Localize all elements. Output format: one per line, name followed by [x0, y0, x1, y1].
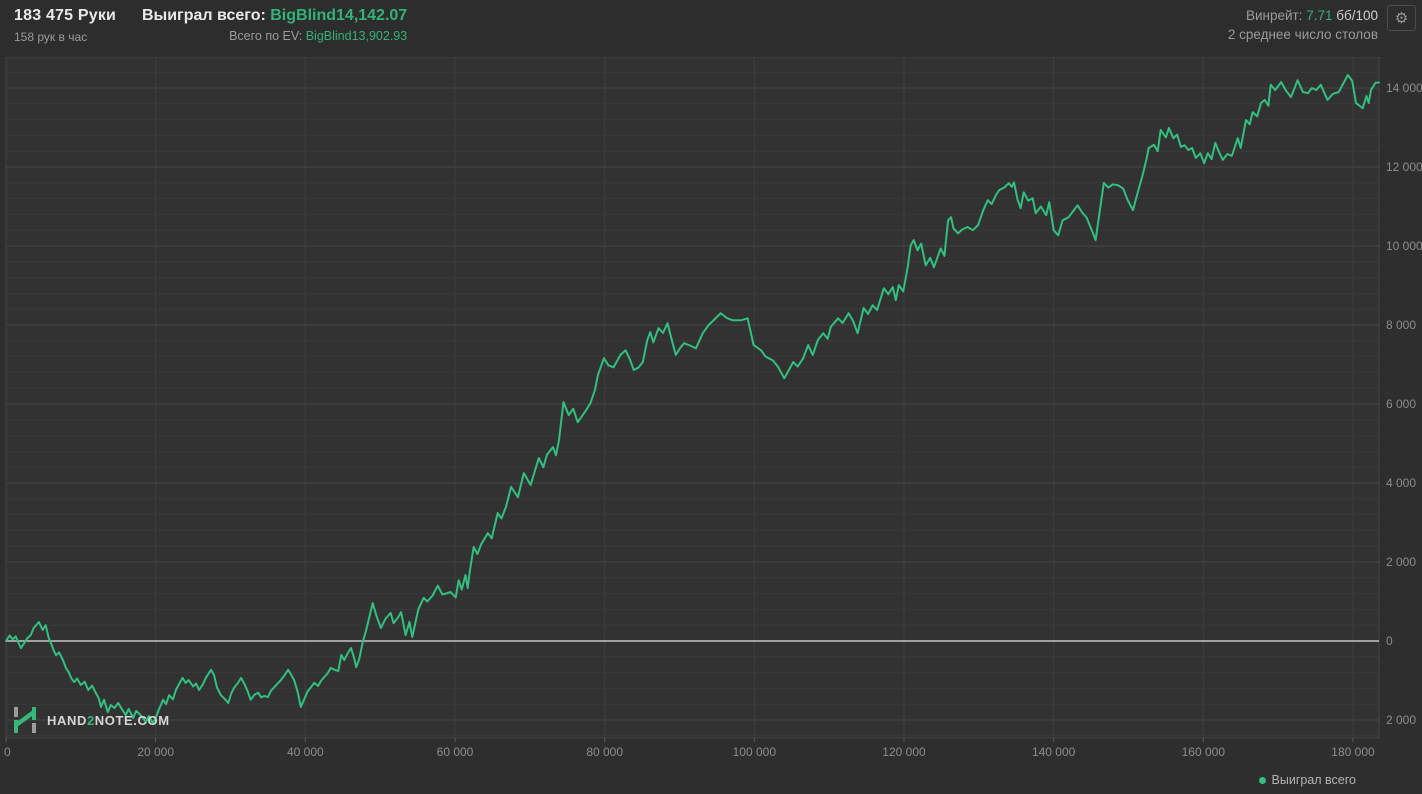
legend-label: Выиграл всего — [1271, 773, 1356, 787]
svg-text:0: 0 — [4, 745, 11, 759]
tables-average: 2 среднее число столов — [1227, 27, 1378, 42]
total-won-label: Выиграл всего: — [142, 7, 266, 24]
stats-header: 183 475 Руки 158 рук в час Выиграл всего… — [0, 0, 1422, 57]
legend-item-total-won[interactable]: Выиграл всего — [1258, 773, 1356, 787]
hands-count: 183 475 Руки — [14, 7, 117, 24]
hand2note-logo-icon — [14, 707, 36, 733]
svg-text:100 000: 100 000 — [733, 745, 777, 759]
winrate-units: бб/100 — [1336, 8, 1378, 23]
svg-text:12 000: 12 000 — [1386, 160, 1422, 174]
legend-dot-icon — [1258, 776, 1266, 784]
svg-text:80 000: 80 000 — [586, 745, 623, 759]
hands-per-hour: 158 рук в час — [14, 30, 88, 44]
ev-value: BigBlind13,902.93 — [305, 29, 408, 43]
svg-text:20 000: 20 000 — [137, 745, 174, 759]
svg-text:14 000: 14 000 — [1386, 81, 1422, 95]
svg-text:0: 0 — [1386, 634, 1393, 648]
svg-text:4 000: 4 000 — [1386, 476, 1416, 490]
svg-text:140 000: 140 000 — [1032, 745, 1076, 759]
winrate-block: Винрейт: 7.71 бб/100 2 среднее число сто… — [1228, 8, 1378, 42]
settings-button[interactable]: ⚙ — [1387, 5, 1416, 31]
winrate-label: Винрейт: — [1245, 8, 1303, 23]
svg-text:180 000: 180 000 — [1331, 745, 1375, 759]
svg-text:40 000: 40 000 — [287, 745, 324, 759]
svg-text:6 000: 6 000 — [1386, 397, 1416, 411]
svg-text:60 000: 60 000 — [437, 745, 474, 759]
total-won-block: Выиграл всего: BigBlind14,142.07 Всего п… — [142, 7, 407, 43]
svg-text:120 000: 120 000 — [882, 745, 926, 759]
hand2note-brand-text: HAND2NOTE.COM — [47, 712, 170, 728]
hands-block: 183 475 Руки 158 рук в час — [14, 7, 116, 44]
gear-icon: ⚙ — [1394, 9, 1409, 27]
winrate-value: 7.71 — [1306, 8, 1333, 23]
ev-label: Всего по EV: — [229, 29, 303, 43]
svg-text:8 000: 8 000 — [1386, 318, 1416, 332]
svg-text:2 000: 2 000 — [1386, 713, 1416, 727]
total-won-value: BigBlind14,142.07 — [270, 7, 408, 24]
hand2note-watermark: HAND2NOTE.COM — [12, 705, 170, 735]
svg-text:2 000: 2 000 — [1386, 555, 1416, 569]
svg-text:160 000: 160 000 — [1182, 745, 1226, 759]
svg-text:10 000: 10 000 — [1386, 239, 1422, 253]
